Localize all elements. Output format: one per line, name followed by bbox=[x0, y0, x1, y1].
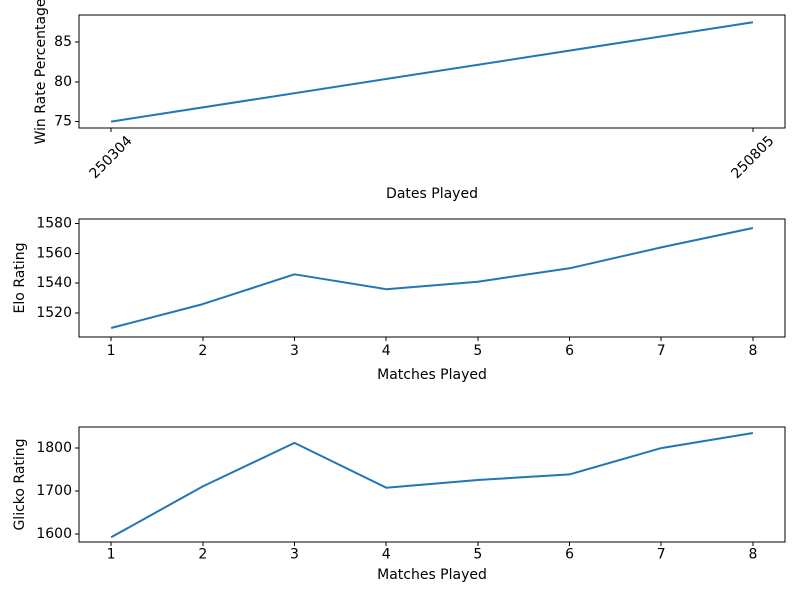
x-tick-label: 3 bbox=[290, 343, 299, 359]
y-tick-label: 1520 bbox=[36, 305, 72, 321]
data-line-elo bbox=[110, 227, 754, 329]
y-axis-label: Elo Rating bbox=[12, 243, 28, 314]
plot-border bbox=[78, 14, 786, 129]
x-tick-label: 1 bbox=[107, 547, 116, 563]
data-line-glicko bbox=[110, 432, 754, 539]
x-tick-label: 2 bbox=[198, 343, 207, 359]
y-tick-label: 75 bbox=[54, 114, 72, 130]
x-tick-label: 6 bbox=[565, 547, 574, 563]
chart-win-rate: 75 80 85 250304 250805 Win Rate Percentage Dat… bbox=[33, 0, 786, 202]
plot-border bbox=[78, 218, 786, 338]
x-tick-label: 250304 bbox=[87, 133, 136, 182]
x-axis-label: Matches Played bbox=[377, 367, 487, 383]
y-tick-label: 1700 bbox=[36, 483, 72, 499]
x-tick-label: 8 bbox=[748, 343, 757, 359]
y-tick-label: 1580 bbox=[36, 215, 72, 231]
x-tick-label: 2 bbox=[198, 547, 207, 563]
y-tick-label: 1560 bbox=[36, 245, 72, 261]
y-tick-label: 1800 bbox=[36, 440, 72, 456]
x-axis-label: Dates Played bbox=[386, 186, 478, 202]
x-tick-label: 7 bbox=[657, 343, 666, 359]
x-tick-label: 3 bbox=[290, 547, 299, 563]
y-axis-label: Win Rate Percentage bbox=[33, 0, 49, 145]
y-axis-label: Glicko Rating bbox=[12, 438, 28, 530]
x-tick-label: 250805 bbox=[728, 133, 777, 182]
data-line-win-rate bbox=[110, 21, 754, 123]
x-tick-label: 8 bbox=[748, 547, 757, 563]
x-tick-label: 4 bbox=[382, 343, 391, 359]
y-tick-label: 85 bbox=[54, 34, 72, 50]
x-tick-label: 5 bbox=[473, 343, 482, 359]
x-tick-label: 5 bbox=[473, 547, 482, 563]
x-tick-label: 7 bbox=[657, 547, 666, 563]
plot-border bbox=[78, 426, 786, 543]
y-tick-label: 80 bbox=[54, 74, 72, 90]
y-tick-label: 1540 bbox=[36, 275, 72, 291]
x-axis-label: Matches Played bbox=[377, 567, 487, 583]
x-tick-label: 4 bbox=[382, 547, 391, 563]
chart-elo: 1520 1540 1560 1580 1 2 3 4 5 6 7 8 Elo Rating Matche… bbox=[12, 215, 786, 383]
x-tick-label: 1 bbox=[107, 343, 116, 359]
chart-glicko: 1600 1700 1800 1 2 3 4 5 6 7 8 Glicko Rating Matches… bbox=[12, 426, 786, 583]
x-tick-label: 6 bbox=[565, 343, 574, 359]
y-tick-label: 1600 bbox=[36, 526, 72, 542]
